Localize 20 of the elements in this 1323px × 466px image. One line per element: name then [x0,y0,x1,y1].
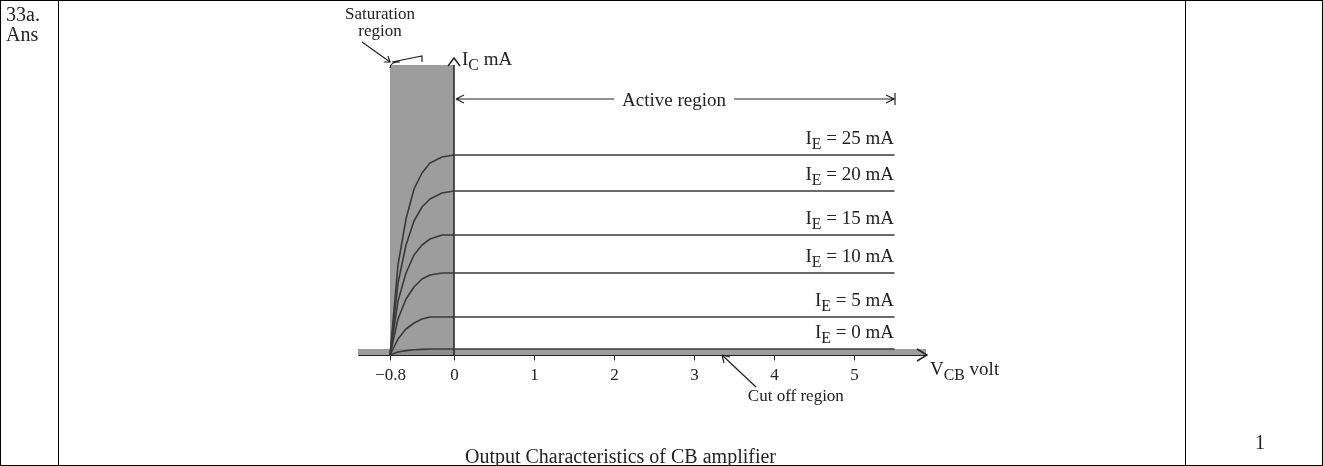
text: Active region [614,88,734,110]
x-tick-label: 5 [850,364,859,384]
x-axis-title: V$_{CB}$ volt [930,358,1000,383]
x-tick-label: −0.8 [375,364,406,384]
y-axis-title: I$_{C}$ mA [462,48,513,73]
text: 33a. Ans [6,3,41,45]
x-tick-label: 1 [530,364,539,384]
x-tick-label: 3 [690,364,699,384]
x-tick-label: 0 [450,364,459,384]
series-label: I$_{E}$ = 25 mA [805,127,894,153]
x-tick-label: 2 [610,364,619,384]
series-label: I$_{E}$ = 5 mA [815,289,894,315]
series-label: I$_{E}$ = 20 mA [805,163,894,189]
series-label: I$_{E}$ = 0 mA [815,321,894,347]
series-label: I$_{E}$ = 15 mA [805,207,894,233]
series-label: I$_{E}$ = 10 mA [805,245,894,271]
band-label: Saturation region [344,4,416,40]
text: 1 [1255,431,1265,453]
x-tick-label: 4 [770,364,780,384]
band-label: Cut off region [747,386,844,405]
